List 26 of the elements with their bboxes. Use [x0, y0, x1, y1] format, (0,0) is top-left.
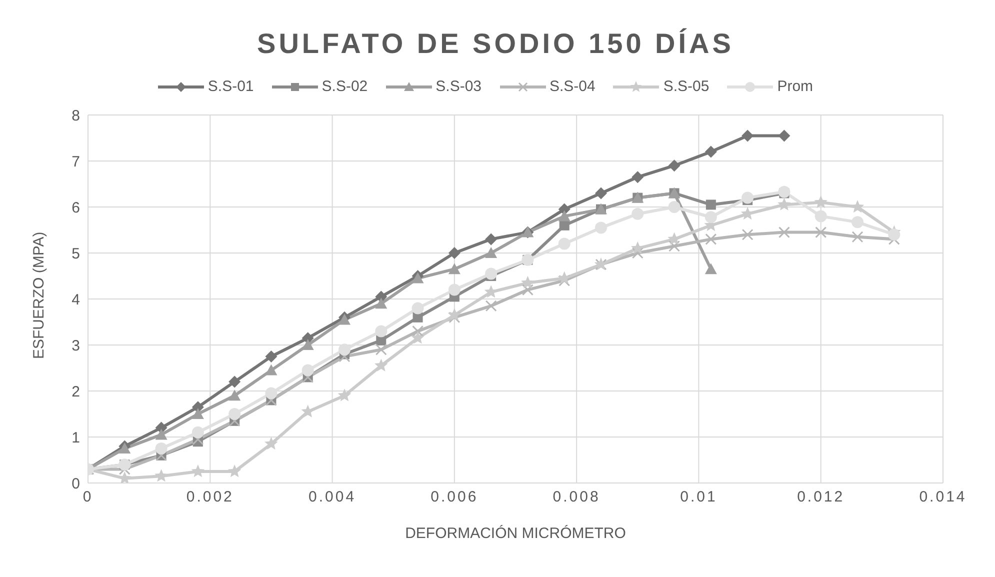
- y-axis-title: ESFUERZO (MPA): [30, 232, 48, 359]
- x-tick-label: 0: [82, 488, 94, 506]
- y-tick-label: 6: [72, 199, 80, 216]
- legend-label: S.S-04: [550, 78, 596, 95]
- y-tick-label: 8: [72, 107, 80, 124]
- legend-label: S.S-02: [322, 78, 368, 95]
- y-tick-label: 4: [72, 291, 80, 308]
- x-tick-label: 0.012: [797, 488, 845, 506]
- y-tick-label: 2: [72, 383, 80, 400]
- x-axis-title: DEFORMACIÓN MICRÓMETRO: [405, 524, 626, 542]
- x-tick-label: 0.01: [680, 488, 718, 506]
- y-tick-label: 5: [72, 245, 80, 262]
- x-tick-label: 0.014: [919, 488, 967, 506]
- x-tick-label: 0.002: [186, 488, 234, 506]
- legend-label: S.S-05: [663, 78, 710, 95]
- y-tick-label: 3: [72, 337, 80, 354]
- legend-label: S.S-01: [208, 78, 254, 95]
- x-tick-label: 0.004: [308, 488, 356, 506]
- x-tick-label: 0.008: [552, 488, 600, 506]
- y-tick-label: 0: [72, 475, 80, 492]
- x-tick-label: 0.006: [430, 488, 478, 506]
- y-tick-label: 1: [72, 429, 80, 446]
- y-tick-label: 7: [72, 153, 80, 170]
- legend-label: S.S-03: [436, 78, 482, 95]
- legend-label: Prom: [777, 78, 814, 95]
- chart-title: SULFATO DE SODIO 150 DÍAS: [256, 27, 735, 61]
